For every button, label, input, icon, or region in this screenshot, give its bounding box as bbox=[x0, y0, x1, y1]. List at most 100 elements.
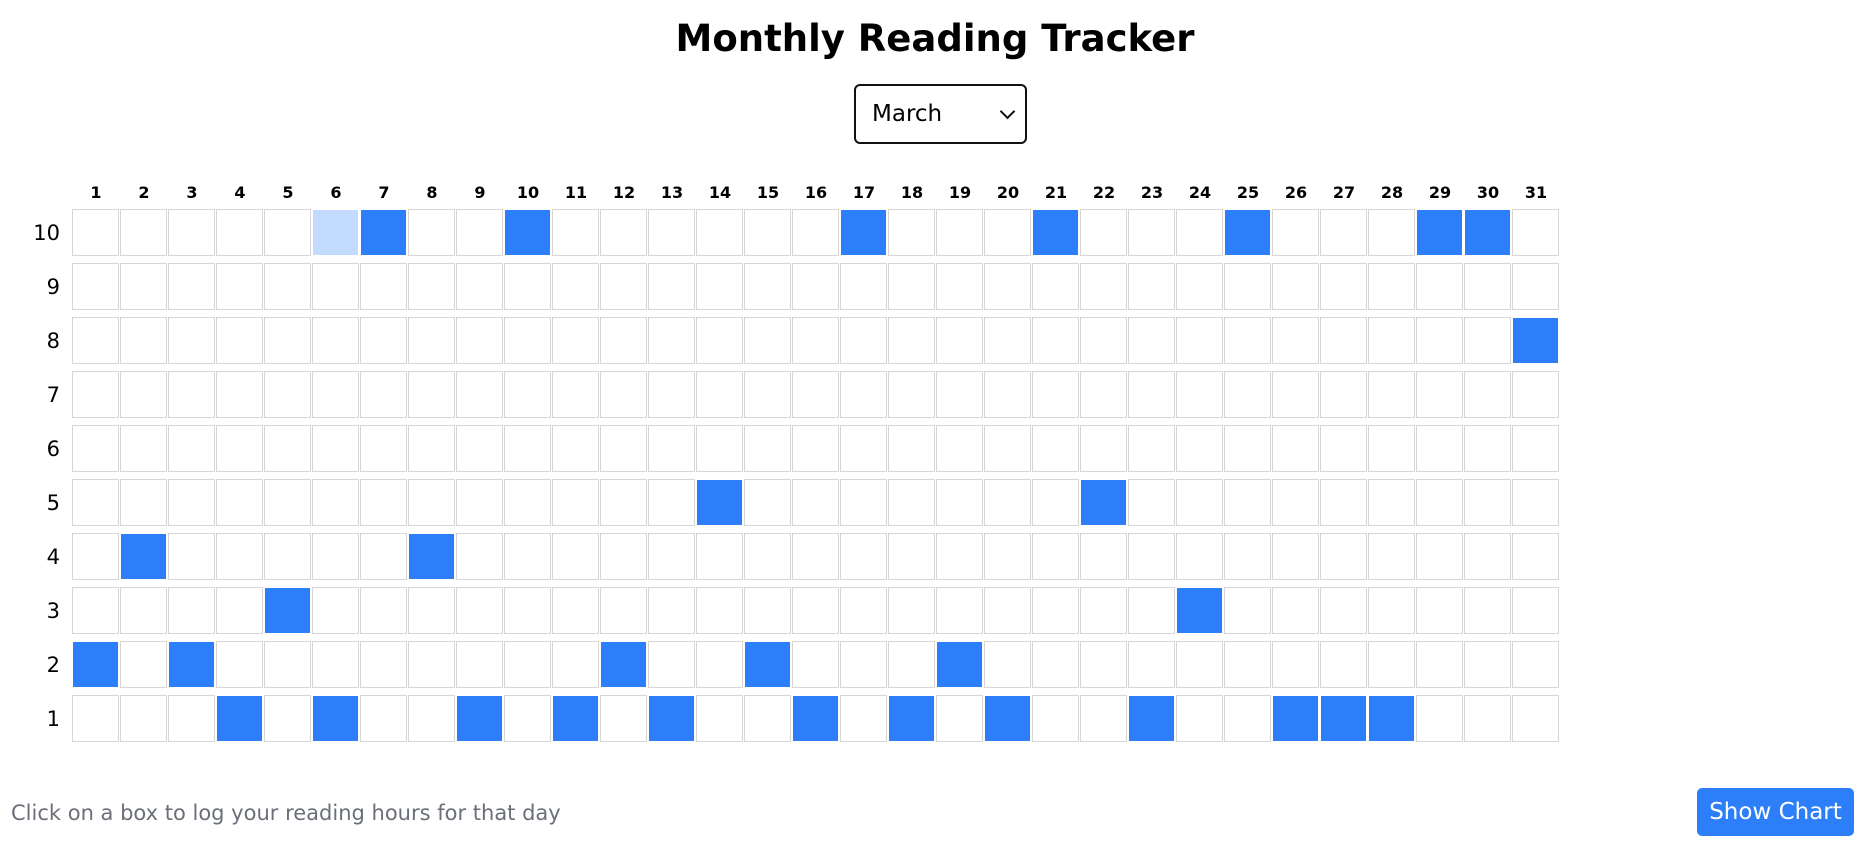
cell-day-3-hours-1[interactable] bbox=[168, 695, 215, 742]
cell-day-8-hours-6[interactable] bbox=[408, 425, 455, 472]
cell-day-19-hours-4[interactable] bbox=[936, 533, 983, 580]
cell-day-13-hours-3[interactable] bbox=[648, 587, 695, 634]
cell-day-16-hours-10[interactable] bbox=[792, 209, 839, 256]
cell-day-30-hours-8[interactable] bbox=[1464, 317, 1511, 364]
cell-day-20-hours-2[interactable] bbox=[984, 641, 1031, 688]
cell-day-30-hours-5[interactable] bbox=[1464, 479, 1511, 526]
cell-day-11-hours-9[interactable] bbox=[552, 263, 599, 310]
cell-day-1-hours-8[interactable] bbox=[72, 317, 119, 364]
cell-day-26-hours-7[interactable] bbox=[1272, 371, 1319, 418]
cell-day-8-hours-5[interactable] bbox=[408, 479, 455, 526]
cell-day-21-hours-3[interactable] bbox=[1032, 587, 1079, 634]
cell-day-11-hours-1[interactable] bbox=[552, 695, 599, 742]
cell-day-29-hours-5[interactable] bbox=[1416, 479, 1463, 526]
cell-day-13-hours-5[interactable] bbox=[648, 479, 695, 526]
cell-day-11-hours-6[interactable] bbox=[552, 425, 599, 472]
cell-day-31-hours-7[interactable] bbox=[1512, 371, 1559, 418]
cell-day-7-hours-6[interactable] bbox=[360, 425, 407, 472]
cell-day-19-hours-1[interactable] bbox=[936, 695, 983, 742]
cell-day-21-hours-8[interactable] bbox=[1032, 317, 1079, 364]
cell-day-17-hours-1[interactable] bbox=[840, 695, 887, 742]
cell-day-26-hours-10[interactable] bbox=[1272, 209, 1319, 256]
cell-day-19-hours-3[interactable] bbox=[936, 587, 983, 634]
cell-day-19-hours-7[interactable] bbox=[936, 371, 983, 418]
cell-day-3-hours-9[interactable] bbox=[168, 263, 215, 310]
month-select[interactable]: March bbox=[854, 84, 1027, 144]
cell-day-23-hours-6[interactable] bbox=[1128, 425, 1175, 472]
cell-day-3-hours-3[interactable] bbox=[168, 587, 215, 634]
cell-day-4-hours-8[interactable] bbox=[216, 317, 263, 364]
cell-day-22-hours-2[interactable] bbox=[1080, 641, 1127, 688]
cell-day-14-hours-4[interactable] bbox=[696, 533, 743, 580]
cell-day-31-hours-5[interactable] bbox=[1512, 479, 1559, 526]
cell-day-27-hours-1[interactable] bbox=[1320, 695, 1367, 742]
cell-day-11-hours-7[interactable] bbox=[552, 371, 599, 418]
cell-day-12-hours-6[interactable] bbox=[600, 425, 647, 472]
cell-day-13-hours-4[interactable] bbox=[648, 533, 695, 580]
cell-day-20-hours-1[interactable] bbox=[984, 695, 1031, 742]
cell-day-31-hours-6[interactable] bbox=[1512, 425, 1559, 472]
cell-day-14-hours-8[interactable] bbox=[696, 317, 743, 364]
cell-day-9-hours-9[interactable] bbox=[456, 263, 503, 310]
cell-day-2-hours-9[interactable] bbox=[120, 263, 167, 310]
cell-day-20-hours-8[interactable] bbox=[984, 317, 1031, 364]
cell-day-17-hours-3[interactable] bbox=[840, 587, 887, 634]
cell-day-28-hours-6[interactable] bbox=[1368, 425, 1415, 472]
cell-day-6-hours-2[interactable] bbox=[312, 641, 359, 688]
cell-day-5-hours-3[interactable] bbox=[264, 587, 311, 634]
cell-day-20-hours-7[interactable] bbox=[984, 371, 1031, 418]
cell-day-4-hours-1[interactable] bbox=[216, 695, 263, 742]
cell-day-27-hours-4[interactable] bbox=[1320, 533, 1367, 580]
cell-day-6-hours-9[interactable] bbox=[312, 263, 359, 310]
cell-day-25-hours-5[interactable] bbox=[1224, 479, 1271, 526]
cell-day-1-hours-1[interactable] bbox=[72, 695, 119, 742]
cell-day-1-hours-6[interactable] bbox=[72, 425, 119, 472]
cell-day-22-hours-3[interactable] bbox=[1080, 587, 1127, 634]
cell-day-29-hours-10[interactable] bbox=[1416, 209, 1463, 256]
cell-day-7-hours-7[interactable] bbox=[360, 371, 407, 418]
cell-day-12-hours-9[interactable] bbox=[600, 263, 647, 310]
cell-day-13-hours-6[interactable] bbox=[648, 425, 695, 472]
cell-day-28-hours-9[interactable] bbox=[1368, 263, 1415, 310]
cell-day-25-hours-9[interactable] bbox=[1224, 263, 1271, 310]
cell-day-12-hours-3[interactable] bbox=[600, 587, 647, 634]
cell-day-3-hours-10[interactable] bbox=[168, 209, 215, 256]
cell-day-17-hours-2[interactable] bbox=[840, 641, 887, 688]
cell-day-23-hours-4[interactable] bbox=[1128, 533, 1175, 580]
cell-day-5-hours-10[interactable] bbox=[264, 209, 311, 256]
cell-day-16-hours-1[interactable] bbox=[792, 695, 839, 742]
cell-day-1-hours-4[interactable] bbox=[72, 533, 119, 580]
cell-day-25-hours-2[interactable] bbox=[1224, 641, 1271, 688]
cell-day-5-hours-8[interactable] bbox=[264, 317, 311, 364]
cell-day-29-hours-9[interactable] bbox=[1416, 263, 1463, 310]
cell-day-31-hours-9[interactable] bbox=[1512, 263, 1559, 310]
cell-day-21-hours-9[interactable] bbox=[1032, 263, 1079, 310]
cell-day-27-hours-7[interactable] bbox=[1320, 371, 1367, 418]
cell-day-12-hours-2[interactable] bbox=[600, 641, 647, 688]
cell-day-29-hours-4[interactable] bbox=[1416, 533, 1463, 580]
cell-day-1-hours-3[interactable] bbox=[72, 587, 119, 634]
cell-day-11-hours-3[interactable] bbox=[552, 587, 599, 634]
cell-day-2-hours-3[interactable] bbox=[120, 587, 167, 634]
cell-day-28-hours-10[interactable] bbox=[1368, 209, 1415, 256]
cell-day-26-hours-8[interactable] bbox=[1272, 317, 1319, 364]
cell-day-26-hours-3[interactable] bbox=[1272, 587, 1319, 634]
cell-day-21-hours-2[interactable] bbox=[1032, 641, 1079, 688]
cell-day-26-hours-4[interactable] bbox=[1272, 533, 1319, 580]
cell-day-27-hours-2[interactable] bbox=[1320, 641, 1367, 688]
cell-day-22-hours-9[interactable] bbox=[1080, 263, 1127, 310]
cell-day-4-hours-2[interactable] bbox=[216, 641, 263, 688]
cell-day-23-hours-9[interactable] bbox=[1128, 263, 1175, 310]
cell-day-28-hours-2[interactable] bbox=[1368, 641, 1415, 688]
cell-day-31-hours-8[interactable] bbox=[1512, 317, 1559, 364]
cell-day-10-hours-8[interactable] bbox=[504, 317, 551, 364]
cell-day-8-hours-4[interactable] bbox=[408, 533, 455, 580]
cell-day-22-hours-8[interactable] bbox=[1080, 317, 1127, 364]
cell-day-15-hours-9[interactable] bbox=[744, 263, 791, 310]
cell-day-24-hours-2[interactable] bbox=[1176, 641, 1223, 688]
cell-day-12-hours-5[interactable] bbox=[600, 479, 647, 526]
cell-day-13-hours-9[interactable] bbox=[648, 263, 695, 310]
cell-day-30-hours-6[interactable] bbox=[1464, 425, 1511, 472]
cell-day-3-hours-8[interactable] bbox=[168, 317, 215, 364]
cell-day-17-hours-5[interactable] bbox=[840, 479, 887, 526]
